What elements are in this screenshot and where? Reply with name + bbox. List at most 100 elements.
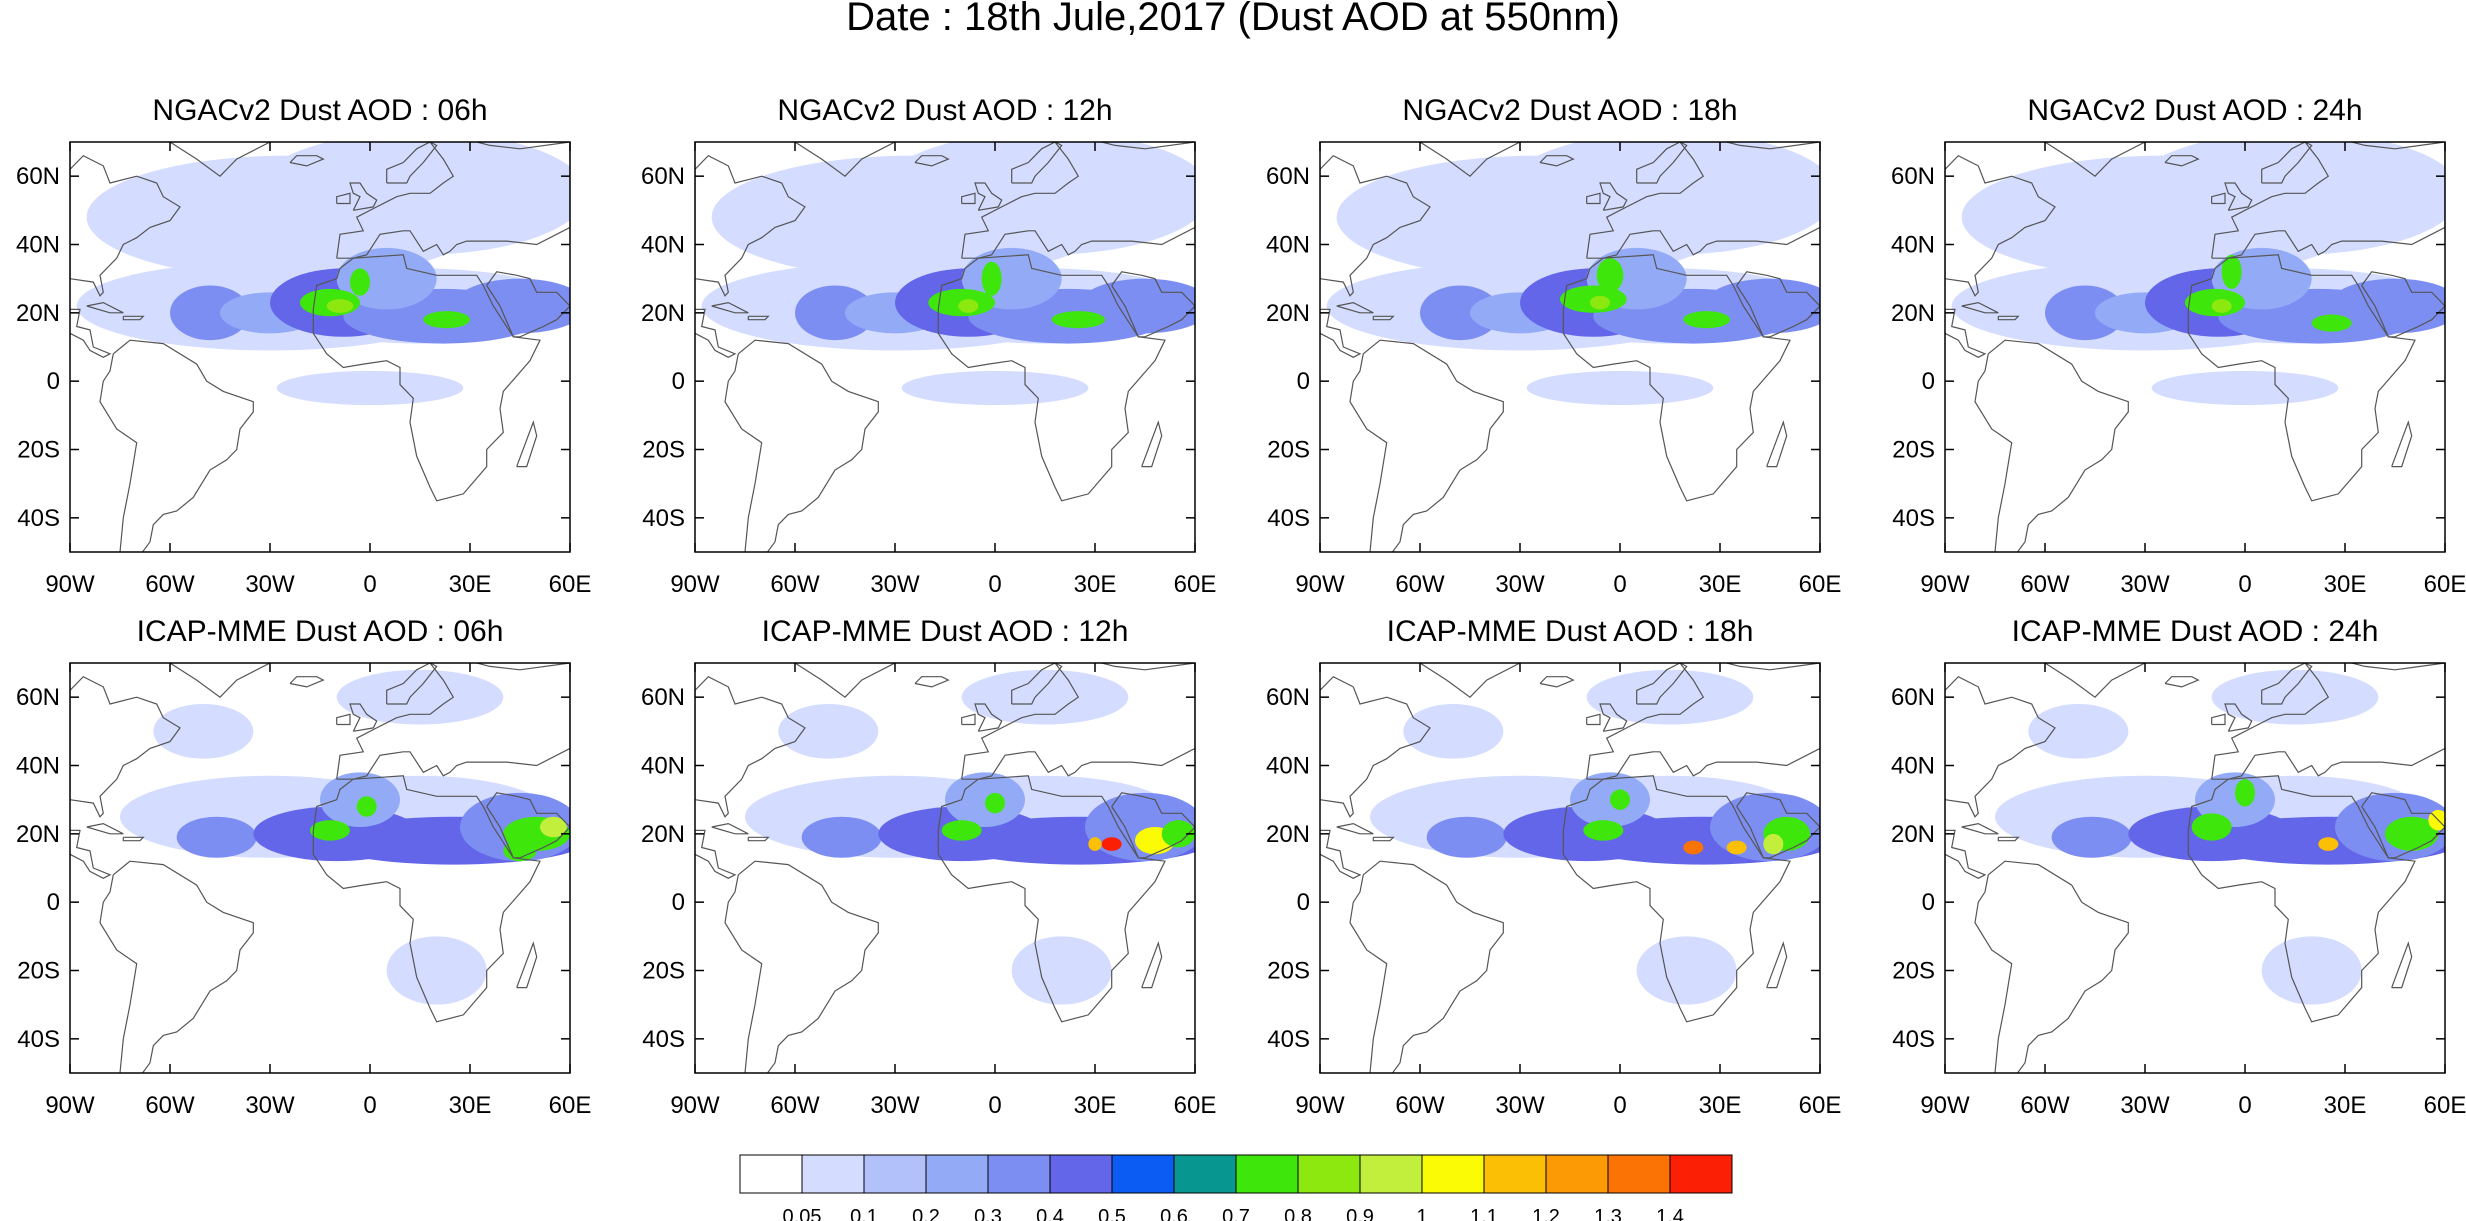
coastline [961, 142, 1195, 259]
lon-tick-label: 30W [245, 571, 295, 598]
dust-contour [1586, 669, 1754, 725]
lat-tick-label: 40S [1892, 505, 1935, 532]
lat-tick-label: 20N [641, 821, 685, 848]
coastline [1961, 822, 1999, 835]
coastline [747, 315, 770, 321]
lat-tick-label: 40S [1267, 1026, 1310, 1053]
coastline [336, 142, 570, 259]
lat-tick-label: 40S [1892, 1026, 1935, 1053]
panel-title: ICAP-MME Dust AOD : 12h [762, 615, 1129, 648]
lon-tick-label: 60E [2424, 1092, 2466, 1119]
lon-tick-label: 30E [1699, 1092, 1742, 1119]
lon-tick-label: 0 [1613, 1092, 1626, 1119]
dust-contour [336, 669, 504, 725]
dust-contour [945, 772, 1025, 827]
dust-contour [386, 936, 487, 1005]
dust-contour [1051, 311, 1105, 329]
colorbar-swatch [1359, 1154, 1423, 1194]
coastline [2211, 142, 2445, 259]
dust-contour [1503, 142, 1820, 255]
coastline [711, 301, 749, 314]
coastline [1419, 142, 1521, 177]
lat-tick-label: 20N [1266, 821, 1310, 848]
lat-tick-label: 20N [1891, 300, 1935, 327]
coastline [937, 254, 1166, 502]
coastline [2044, 663, 2146, 698]
dust-contour [901, 370, 1089, 406]
lat-tick-label: 20N [1266, 300, 1310, 327]
lon-tick-label: 0 [988, 571, 1001, 598]
lon-tick-label: 60W [2020, 571, 2070, 598]
lat-tick-label: 20N [641, 300, 685, 327]
colorbar-label: 1.2 [1532, 1206, 1560, 1221]
coastline [2261, 663, 2313, 705]
lon-tick-label: 60W [770, 1092, 820, 1119]
coastline [2044, 142, 2146, 177]
dust-contour [961, 669, 1129, 725]
dust-contour [958, 299, 979, 313]
lon-tick-label: 60E [2424, 571, 2466, 598]
colorbar-label: 0.3 [974, 1206, 1002, 1221]
coastline [1974, 339, 2129, 552]
lon-tick-label: 60E [1174, 571, 1217, 598]
lon-tick-label: 0 [988, 1092, 1001, 1119]
lon-tick-label: 30E [1074, 571, 1117, 598]
lat-tick-label: 60N [1266, 163, 1310, 190]
coastline [695, 675, 806, 818]
lon-tick-label: 60W [145, 1092, 195, 1119]
coastline [1011, 663, 1063, 705]
lon-tick-label: 30W [1495, 571, 1545, 598]
panel-title: NGACv2 Dust AOD : 06h [152, 94, 487, 127]
lat-tick-label: 0 [672, 368, 685, 395]
dust-contour [1610, 789, 1630, 810]
lon-tick-label: 60W [2020, 1092, 2070, 1119]
dust-contour [1636, 936, 1737, 1005]
coastline [1766, 941, 1788, 989]
coastline [2164, 155, 2200, 167]
lon-tick-label: 30W [870, 1092, 920, 1119]
figure-title: Date : 18th Jule,2017 (Dust AOD at 550nm… [846, 0, 1620, 39]
lat-tick-label: 20S [642, 958, 685, 985]
colorbar-label: 0.1 [850, 1206, 878, 1221]
map-frame [1944, 662, 2446, 1074]
coastline [336, 192, 351, 205]
dust-contour [1420, 285, 1500, 341]
colorbar-swatch [739, 1154, 803, 1194]
coastline [974, 703, 1003, 732]
coastline [1945, 675, 2056, 818]
coastline [711, 822, 749, 835]
colorbar-label: 0.8 [1284, 1206, 1312, 1221]
lat-tick-label: 20N [1891, 821, 1935, 848]
dust-contour [2151, 370, 2339, 406]
coastline [1320, 154, 1431, 297]
dust-contour [1596, 258, 1624, 293]
dust-contour [153, 704, 254, 759]
colorbar-swatch [1607, 1154, 1671, 1194]
lon-tick-label: 0 [363, 1092, 376, 1119]
lat-tick-label: 40N [16, 232, 60, 259]
lat-tick-label: 0 [1922, 368, 1935, 395]
lat-tick-label: 60N [1891, 684, 1935, 711]
lat-tick-label: 20S [1267, 437, 1310, 464]
coastline [289, 155, 325, 167]
colorbar-label: 0.4 [1036, 1206, 1064, 1221]
coastline [1111, 792, 1195, 859]
dust-aod-field [70, 663, 570, 1073]
coastline [122, 315, 145, 321]
lat-tick-label: 20S [642, 437, 685, 464]
dust-contour [1683, 311, 1730, 329]
coastline [1372, 315, 1395, 321]
coastline [1961, 301, 1999, 314]
colorbar-label: 0.5 [1098, 1206, 1126, 1221]
colorbar: 0.05 0.1 0.2 0.3 0.4 0.5 0.6 0.7 0.8 0.9 1 1.1 1.2 1.… [739, 1154, 1733, 1221]
coastline [1636, 142, 1688, 184]
dust-contour [2045, 285, 2125, 341]
dust-contour [170, 285, 250, 341]
coastline [961, 663, 1195, 780]
dust-contour [350, 268, 370, 296]
dust-contour [1161, 820, 1195, 848]
dust-contour [2385, 816, 2439, 851]
lat-tick-label: 60N [16, 684, 60, 711]
dust-aod-field [695, 663, 1195, 1073]
coastline [2361, 792, 2445, 859]
